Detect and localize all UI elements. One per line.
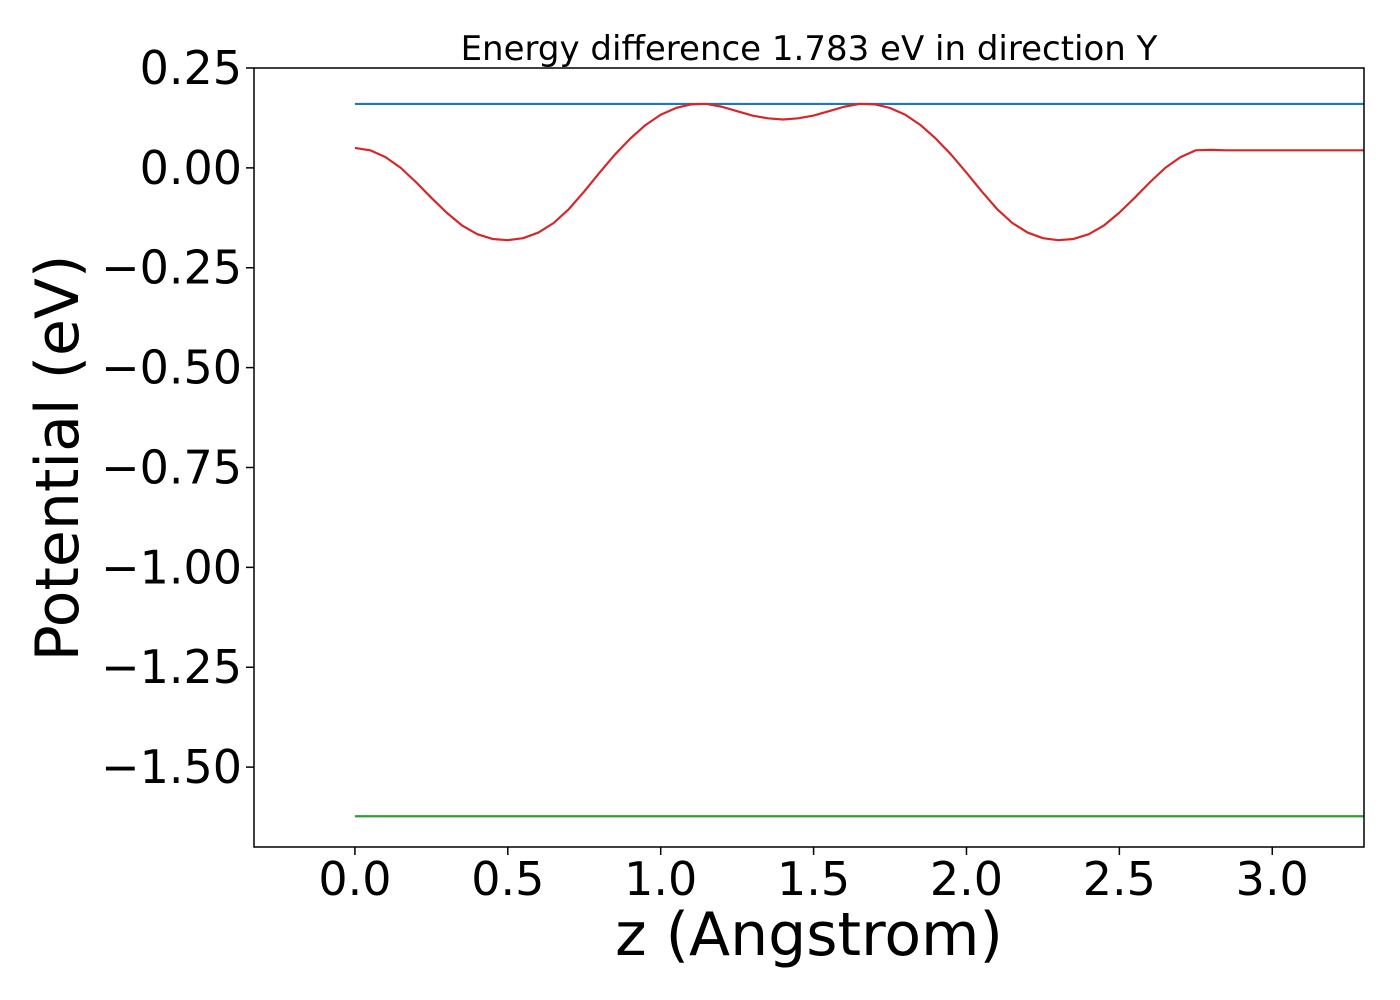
y-axis-label: Potential (eV) [23,255,93,662]
x-tick-label: 1.5 [777,852,850,906]
x-tick-label: 2.5 [1083,852,1156,906]
x-tick-label: 0.5 [471,852,544,906]
x-tick-label: 1.0 [624,852,697,906]
x-axis-ticks: 0.0 0.5 1.0 1.5 2.0 2.5 3.0 [318,847,1309,906]
x-tick-label: 2.0 [930,852,1003,906]
x-tick-label: 3.0 [1236,852,1309,906]
y-tick-label: 0.25 [140,41,242,95]
y-tick-label: −0.75 [101,440,242,494]
y-tick-label: −0.25 [101,241,242,295]
x-axis-label: z (Angstrom) [615,900,1003,970]
y-tick-label: −0.50 [101,341,242,395]
series-line-3 [354,102,1364,242]
chart-title: Energy difference 1.783 eV in direction … [461,29,1158,69]
y-axis-ticks: 0.25 0.00 −0.25 −0.50 −0.75 −1.00 −1.25 −1.50 [101,41,254,794]
x-tick-label: 0.0 [318,852,391,906]
plot-area-frame [253,67,1365,848]
plot-series [354,102,1364,818]
y-tick-label: 0.00 [140,141,242,195]
y-tick-label: −1.00 [101,540,242,594]
y-tick-label: −1.25 [101,640,242,694]
y-tick-label: −1.50 [101,740,242,794]
